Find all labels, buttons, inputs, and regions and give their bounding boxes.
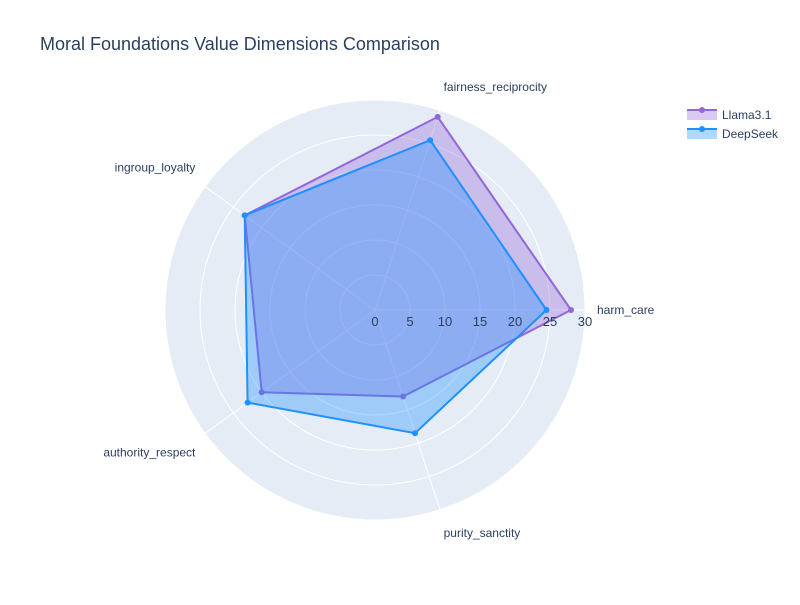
data-point[interactable]: [434, 113, 441, 120]
legend[interactable]: Llama3.1 DeepSeek: [687, 107, 779, 141]
data-point[interactable]: [258, 389, 265, 396]
radial-tick-label: 0: [371, 314, 378, 329]
radial-tick-labels: 0 5 10 15 20 25 30: [371, 314, 592, 329]
radial-tick-label: 5: [406, 314, 413, 329]
radial-tick-label: 20: [508, 314, 522, 329]
category-label-harm-care: harm_care: [597, 303, 655, 317]
legend-swatch: [687, 110, 717, 120]
spoke-line: [374, 110, 441, 311]
spoke-line: [204, 186, 376, 311]
radial-tick-label: 30: [578, 314, 592, 329]
spoke-line: [374, 309, 441, 510]
category-label-authority-respect: authority_respect: [103, 446, 196, 460]
legend-item-llama3-1[interactable]: Llama3.1: [687, 107, 772, 122]
series-area-deepseek[interactable]: [243, 139, 548, 435]
category-label-purity-sanctity: purity_sanctity: [444, 526, 521, 540]
data-point[interactable]: [568, 307, 574, 313]
data-point[interactable]: [412, 430, 418, 437]
legend-swatch: [687, 129, 717, 139]
category-label-ingroup-loyalty: ingroup_loyalty: [115, 161, 196, 175]
legend-marker: [699, 107, 705, 113]
polar-grid: [164, 99, 586, 521]
radial-tick-label: 25: [543, 314, 557, 329]
data-point[interactable]: [244, 399, 251, 406]
data-point[interactable]: [427, 137, 434, 144]
series-area-llama3-1[interactable]: [243, 115, 572, 398]
category-labels: harm_care fairness_reciprocity ingroup_loy…: [103, 80, 654, 540]
legend-label: DeepSeek: [722, 127, 779, 141]
data-point[interactable]: [400, 393, 407, 400]
data-point[interactable]: [241, 212, 248, 219]
legend-label: Llama3.1: [722, 108, 772, 122]
spoke-line: [204, 309, 376, 434]
legend-item-deepseek[interactable]: DeepSeek: [687, 126, 779, 141]
chart-title: Moral Foundations Value Dimensions Compa…: [40, 34, 440, 54]
series-layer: [241, 113, 574, 437]
radial-tick-label: 15: [473, 314, 487, 329]
legend-marker: [699, 126, 705, 132]
radial-tick-label: 10: [438, 314, 452, 329]
data-point[interactable]: [543, 307, 550, 313]
category-label-fairness-reciprocity: fairness_reciprocity: [444, 80, 547, 94]
